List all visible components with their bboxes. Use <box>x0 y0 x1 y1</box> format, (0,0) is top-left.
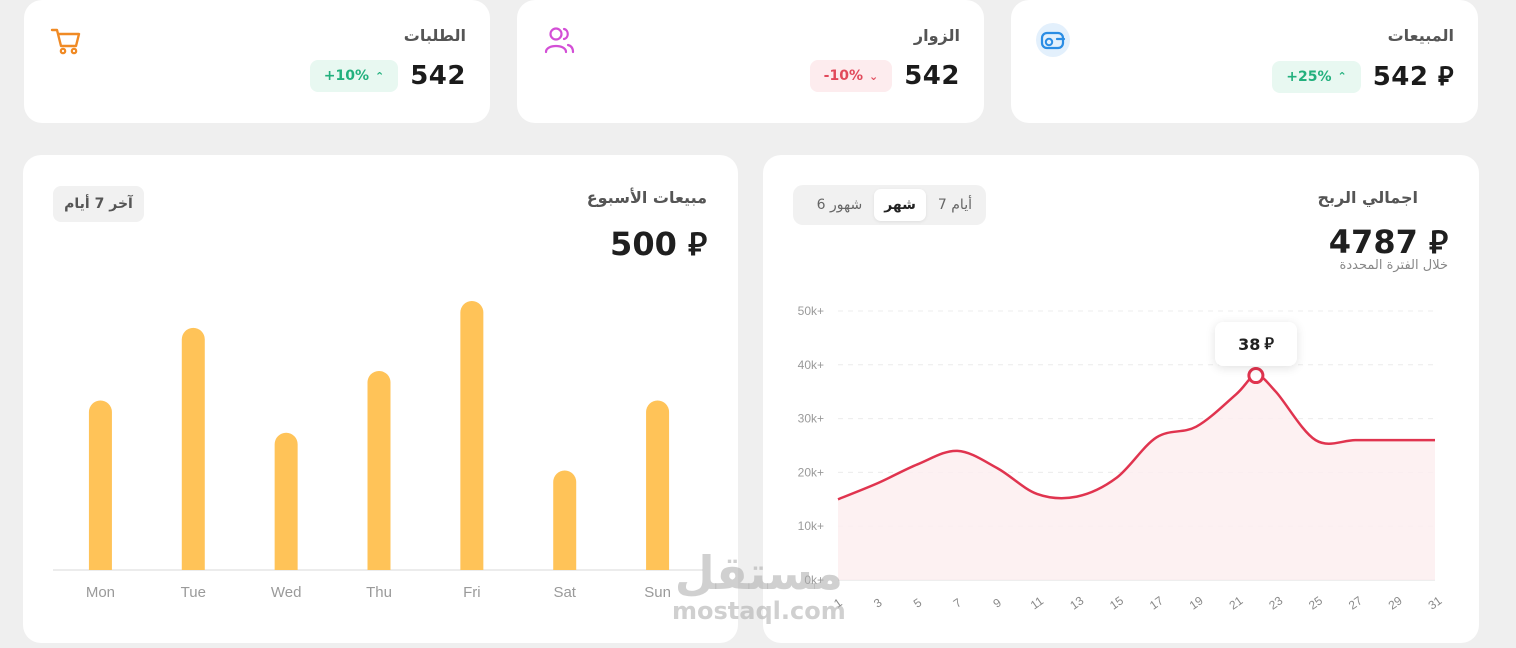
x-tick-label: Sat <box>553 584 576 601</box>
tab-month[interactable]: شهر <box>874 189 926 221</box>
bar-wed[interactable] <box>274 432 298 570</box>
bar-tue[interactable] <box>181 327 205 570</box>
x-tick-label: Wed <box>271 584 302 601</box>
stat-value: 542 <box>904 61 960 91</box>
trend-value: +25% <box>1286 68 1332 85</box>
users-icon <box>544 27 575 54</box>
arrow-down-icon: ⌄ <box>869 69 879 83</box>
stat-title: الطلبات <box>403 26 466 45</box>
profit-line <box>837 374 1435 501</box>
watermark: مستقل mostaql.com <box>672 548 846 624</box>
weekly-bar-chart: Mon Tue Wed Thu Fri Sat Sun <box>53 301 703 601</box>
cart-icon <box>50 28 81 55</box>
y-tick-label: 10k+ <box>798 519 824 533</box>
x-tick-label: 13 <box>1067 593 1086 612</box>
watermark-arabic: مستقل <box>674 546 843 600</box>
x-tick-label: 29 <box>1386 593 1405 612</box>
trend-badge: +25% ⌃ <box>1272 60 1361 93</box>
x-tick-label: Thu <box>366 584 392 601</box>
chart-tooltip: 38 ⃁ <box>1215 322 1297 366</box>
stat-value: 542 <box>410 61 466 91</box>
bar-sun[interactable] <box>646 400 670 570</box>
y-tick-label: 40k+ <box>798 358 824 372</box>
riyal-currency-icon: ⃁ <box>1428 223 1448 261</box>
y-tick-label: 20k+ <box>798 465 824 479</box>
x-tick-label: 11 <box>1028 594 1047 613</box>
arrow-up-icon: ⌃ <box>1337 70 1347 83</box>
trend-value: -10% <box>823 68 863 84</box>
stat-card-visitors: الزوار 542 -10% ⌄ <box>517 0 984 123</box>
stat-title: المبيعات <box>1387 26 1454 45</box>
stat-card-sales: المبيعات 542 ⃁ +25% ⌃ <box>1011 0 1478 123</box>
period-tabs: 7 أيام شهر 6 شهور <box>793 185 986 225</box>
stat-card-orders: الطلبات 542 +10% ⌃ <box>24 0 490 123</box>
profit-title: اجمالي الربح <box>1317 188 1419 207</box>
x-tick-label: 23 <box>1266 593 1285 612</box>
tooltip-value: 38 <box>1238 334 1261 354</box>
weekly-title: مبيعات الأسبوع <box>586 188 707 207</box>
tab-7-days[interactable]: 7 أيام <box>937 197 972 213</box>
tab-6-months[interactable]: 6 شهور <box>816 197 863 213</box>
riyal-currency-icon: ⃁ <box>1438 62 1454 92</box>
x-tick-label: 21 <box>1227 593 1246 612</box>
bar-sat[interactable] <box>553 470 577 570</box>
highlight-point[interactable] <box>1247 367 1265 385</box>
stat-number: 542 <box>1372 62 1429 92</box>
profit-number: 4787 <box>1328 223 1418 261</box>
trend-badge: -10% ⌄ <box>809 60 893 92</box>
x-tick-label: 31 <box>1426 593 1445 612</box>
weekly-value: 500 ⃁ <box>610 222 707 264</box>
stat-title: الزوار <box>913 26 960 45</box>
bar-thu[interactable] <box>367 370 391 570</box>
y-tick-label: 30k+ <box>798 412 824 426</box>
trend-badge: +10% ⌃ <box>309 60 399 92</box>
x-tick-label: Mon <box>86 584 115 601</box>
x-tick-label: 17 <box>1147 593 1166 612</box>
range-chip[interactable]: آخر 7 أيام <box>53 186 144 222</box>
x-tick-label: 9 <box>990 595 1004 610</box>
x-tick-label: 25 <box>1306 593 1325 612</box>
profit-area-chart: 0k+10k+20k+30k+40k+50k+1 3 5 7 9 11 13 15 17 19 21… <box>798 304 1445 613</box>
weekly-number: 500 <box>610 225 677 263</box>
x-tick-label: 5 <box>911 595 925 610</box>
area-fill <box>838 375 1435 580</box>
stat-value: 542 ⃁ <box>1373 60 1454 93</box>
x-tick-label: Sun <box>644 584 671 601</box>
riyal-currency-icon: ⃁ <box>687 225 707 263</box>
arrow-up-icon: ⌃ <box>375 69 385 83</box>
x-tick-label: 27 <box>1346 593 1365 612</box>
watermark-latin: mostaql.com <box>672 597 846 625</box>
profit-value: 4787 ⃁ <box>1329 220 1448 262</box>
x-tick-label: 3 <box>871 595 885 610</box>
x-tick-label: 7 <box>951 595 965 610</box>
trend-value: +10% <box>323 68 369 84</box>
riyal-currency-icon: ⃁ <box>1264 334 1274 353</box>
bar-fri[interactable] <box>460 301 484 570</box>
x-tick-label: 19 <box>1187 593 1206 612</box>
profit-subtitle: خلال الفترة المحددة <box>1339 258 1448 273</box>
wallet-icon <box>1036 23 1070 57</box>
x-tick-label: 15 <box>1107 593 1126 612</box>
y-tick-label: 50k+ <box>798 304 824 318</box>
bar-mon[interactable] <box>88 400 112 570</box>
y-tick-label: 0k+ <box>804 573 824 587</box>
x-tick-label: Fri <box>463 584 481 601</box>
x-tick-label: Tue <box>181 584 206 601</box>
